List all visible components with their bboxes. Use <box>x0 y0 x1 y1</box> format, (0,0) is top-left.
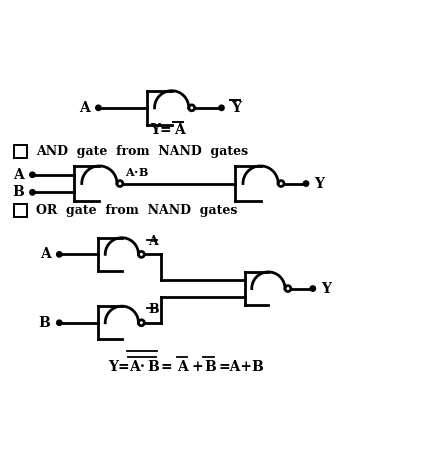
Text: Y=: Y= <box>150 123 172 137</box>
Circle shape <box>310 286 315 291</box>
Bar <box>15 146 27 158</box>
Circle shape <box>303 181 309 186</box>
Circle shape <box>30 190 35 195</box>
Circle shape <box>56 320 62 325</box>
Text: Y: Y <box>321 282 331 296</box>
Text: B: B <box>139 167 148 177</box>
Text: A: A <box>129 360 139 374</box>
Text: Y: Y <box>314 177 324 191</box>
Text: B: B <box>147 360 159 374</box>
Circle shape <box>96 105 101 111</box>
Text: =A+B: =A+B <box>218 360 264 374</box>
Text: AND  gate  from  NAND  gates: AND gate from NAND gates <box>36 145 248 158</box>
Text: A: A <box>174 123 185 137</box>
Text: =: = <box>161 360 172 374</box>
Text: Y=: Y= <box>108 360 130 374</box>
Text: ·: · <box>134 166 138 179</box>
Text: Y: Y <box>231 101 241 115</box>
Text: A: A <box>125 167 134 177</box>
Circle shape <box>219 105 224 111</box>
Text: B: B <box>204 360 216 374</box>
Text: B: B <box>39 316 51 330</box>
Text: B: B <box>12 185 24 199</box>
Bar <box>15 204 27 217</box>
Text: A: A <box>178 360 188 374</box>
Text: OR  gate  from  NAND  gates: OR gate from NAND gates <box>36 204 237 217</box>
Circle shape <box>56 252 62 257</box>
Circle shape <box>30 172 35 177</box>
Text: A: A <box>40 248 51 261</box>
Text: +: + <box>191 360 203 374</box>
Text: B: B <box>148 303 159 316</box>
Text: A: A <box>13 168 24 182</box>
Text: A: A <box>79 101 90 115</box>
Text: ·: · <box>139 360 144 374</box>
Text: A: A <box>148 235 158 248</box>
